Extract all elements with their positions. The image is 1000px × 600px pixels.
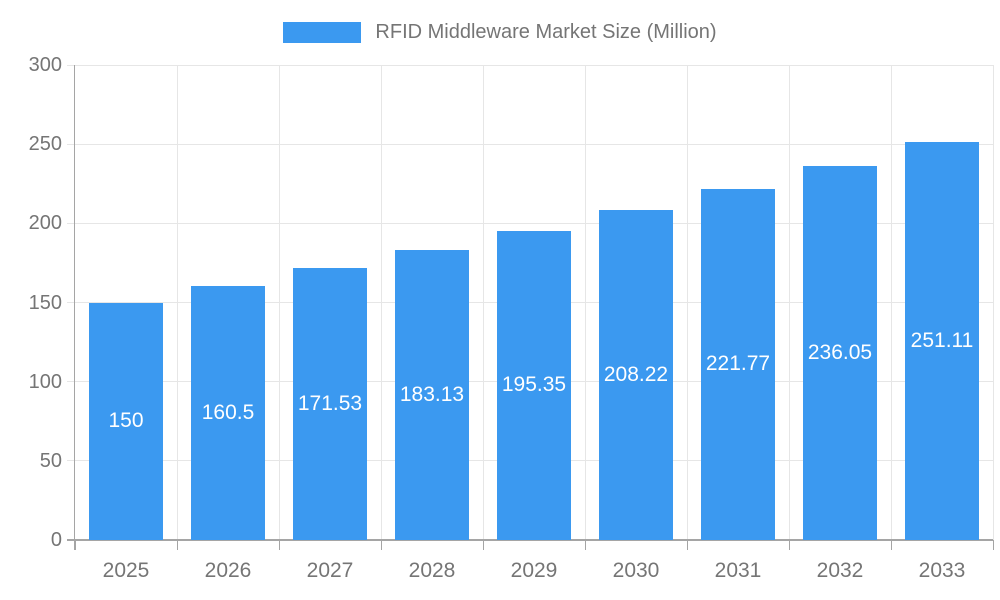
bar-value-label: 221.77 [705,352,771,376]
bar-value-label: 236.05 [807,341,873,365]
bar-2032[interactable]: 236.05 [803,166,877,540]
x-axis-label-2028: 2028 [408,559,456,582]
bar-2026[interactable]: 160.5 [191,285,265,540]
x-axis-tick-7 [788,540,790,550]
gridline-x-4 [482,65,484,540]
x-axis-tick-5 [584,540,586,550]
y-axis-label-50: 50 [39,449,62,472]
bar-value-label: 171.53 [297,392,363,416]
y-axis-label-200: 200 [28,212,62,235]
y-axis-label-300: 300 [28,54,62,76]
bar-value-label: 160.5 [201,400,255,424]
x-axis-tick-6 [686,540,688,550]
y-axis-line [73,65,75,550]
bar-2031[interactable]: 221.77 [701,188,775,540]
bar-2030[interactable]: 208.22 [599,210,673,540]
bar-2028[interactable]: 183.13 [395,250,469,540]
gridline-x-5 [584,65,586,540]
legend: RFID Middleware Market Size (Million) [0,20,1000,44]
gridline-x-2 [278,65,280,540]
x-axis-label-2030: 2030 [612,559,660,582]
bar-2033[interactable]: 251.11 [905,142,979,540]
bar-value-label: 208.22 [603,363,669,387]
bar-value-label: 195.35 [501,373,567,397]
gridline-x-8 [890,65,892,540]
bar-value-label: 251.11 [910,329,974,353]
x-axis-tick-2 [278,540,280,550]
x-axis-tick-4 [482,540,484,550]
x-axis-label-2027: 2027 [306,559,354,582]
y-axis-label-0: 0 [50,529,62,551]
x-axis-tick-3 [380,540,382,550]
legend-label: RFID Middleware Market Size (Million) [375,20,717,43]
x-axis-tick-8 [890,540,892,550]
gridline-x-1 [176,65,178,540]
x-axis-tick-9 [992,540,994,550]
gridline-x-3 [380,65,382,540]
x-axis-tick-1 [176,540,178,550]
bar-2025[interactable]: 150 [89,302,163,540]
gridline-x-7 [788,65,790,540]
x-axis-label-2025: 2025 [102,559,150,582]
y-axis-label-100: 100 [28,370,62,393]
x-axis-label-2033: 2033 [918,559,966,582]
x-axis-label-2031: 2031 [714,559,762,582]
bar-2029[interactable]: 195.35 [497,230,571,540]
legend-swatch [283,21,362,43]
bar-value-label: 150 [108,409,144,433]
gridline-y-300 [67,64,993,66]
y-axis-label-250: 250 [28,133,62,156]
gridline-y-250 [67,143,993,145]
y-axis-label-150: 150 [28,291,62,314]
gridline-x-6 [686,65,688,540]
x-axis-label-2029: 2029 [510,559,558,582]
bar-value-label: 183.13 [399,383,465,406]
bar-2027[interactable]: 171.53 [293,268,367,540]
gridline-x-9 [992,65,994,540]
x-axis-label-2026: 2026 [204,559,252,582]
x-axis-tick-0 [74,540,76,550]
x-axis-label-2032: 2032 [816,559,864,582]
gridline-y-200 [67,222,993,224]
